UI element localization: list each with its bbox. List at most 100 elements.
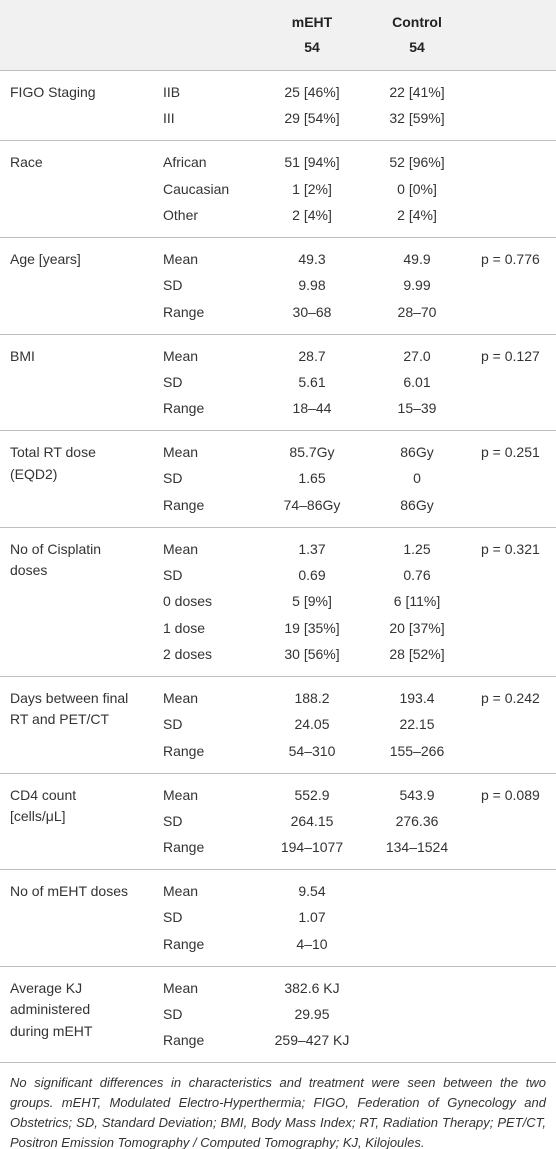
- cell: 27.0: [403, 347, 431, 364]
- group-label: Total RT dose: [10, 444, 96, 461]
- cell: 5.61: [298, 373, 326, 390]
- row-label: SD: [163, 909, 183, 926]
- cell: 85.7Gy: [289, 444, 335, 461]
- row-label: Range: [163, 496, 205, 513]
- column-name: Control: [392, 14, 442, 30]
- row-divider: [0, 965, 556, 967]
- cell: 552.9: [294, 786, 330, 803]
- row-label: SD: [163, 277, 183, 294]
- row-label: Mean: [163, 540, 199, 557]
- row-label: Mean: [163, 979, 199, 996]
- column-n: 54: [409, 39, 425, 55]
- row-label: SD: [163, 1006, 183, 1022]
- cell: 24.05: [294, 716, 330, 733]
- group-label: CD4 count: [10, 786, 77, 803]
- row-label: Range: [163, 1032, 205, 1049]
- row-label: SD: [163, 470, 183, 487]
- cell: 30–68: [292, 303, 332, 320]
- cell: 29 [54%]: [284, 110, 340, 127]
- cell: 2 [4%]: [292, 206, 332, 223]
- cell: 9.98: [298, 277, 326, 294]
- cell: 1.37: [298, 540, 326, 557]
- cell: 4–10: [296, 935, 328, 952]
- cell: 134–1524: [385, 839, 449, 856]
- cell: 86Gy: [400, 444, 434, 461]
- row-label: Range: [163, 303, 205, 320]
- group-label: Average KJ: [10, 979, 83, 996]
- cell: 25 [46%]: [284, 84, 340, 100]
- cell: 6 [11%]: [393, 593, 441, 610]
- group-label: FIGO Staging: [10, 84, 96, 100]
- cell: 0: [413, 470, 421, 487]
- table-header: [0, 0, 556, 70]
- p-value: p = 0.242: [481, 689, 540, 706]
- cell: 49.9: [403, 250, 431, 267]
- cell: 188.2: [294, 689, 330, 706]
- cell: 51 [94%]: [284, 154, 340, 171]
- row-label: Mean: [163, 250, 199, 267]
- row-label: Mean: [163, 786, 199, 803]
- cell: 18–44: [292, 400, 332, 417]
- row-label: SD: [163, 812, 183, 829]
- cell: 194–1077: [280, 839, 344, 856]
- cell: 28–70: [397, 303, 437, 320]
- cell: 155–266: [389, 742, 445, 759]
- row-divider: [0, 675, 556, 677]
- cell: 0.69: [298, 567, 326, 583]
- group-label: (EQD2): [10, 465, 58, 482]
- group-label: RT and PET/CT: [10, 711, 110, 728]
- cell: 276.36: [395, 812, 439, 829]
- row-divider: [0, 869, 556, 871]
- row-label: Mean: [163, 347, 199, 364]
- row-label: Other: [163, 206, 199, 223]
- cell: 28.7: [298, 347, 326, 364]
- cell: 15–39: [397, 400, 437, 417]
- row-label: Range: [163, 742, 205, 759]
- cell: 259–427 KJ: [274, 1032, 350, 1049]
- group-label: administered: [10, 1001, 91, 1018]
- cell: 28 [52%]: [389, 645, 445, 662]
- group-label: doses: [10, 562, 48, 579]
- row-label: Caucasian: [163, 180, 230, 197]
- cell: 19 [35%]: [284, 619, 340, 636]
- cell: 1.65: [298, 470, 326, 487]
- p-value: p = 0.321: [481, 540, 540, 557]
- row-divider: [0, 140, 556, 142]
- cell: 22 [41%]: [389, 84, 445, 100]
- row-divider: [0, 70, 556, 71]
- cell: 0.76: [403, 567, 431, 583]
- row-divider: [0, 236, 556, 238]
- cell: 74–86Gy: [283, 496, 341, 513]
- column-n: 54: [304, 39, 320, 55]
- column-name: mEHT: [291, 14, 333, 30]
- row-label: IIB: [163, 84, 181, 100]
- row-label: 2 doses: [163, 645, 213, 662]
- row-label: Range: [163, 839, 205, 856]
- group-label: Age [years]: [10, 250, 81, 267]
- row-label: Mean: [163, 444, 199, 461]
- row-label: SD: [163, 567, 183, 583]
- group-label: Days between final: [10, 689, 129, 706]
- group-label: [cells/μL]: [10, 808, 66, 824]
- row-divider: [0, 430, 556, 432]
- cell: 5 [9%]: [292, 593, 332, 610]
- row-label: SD: [163, 716, 183, 733]
- cell: 29.95: [294, 1006, 330, 1022]
- row-divider: [0, 333, 556, 335]
- cell: 22.15: [399, 716, 435, 733]
- cell: 9.54: [298, 883, 326, 900]
- cell: 2 [4%]: [397, 206, 437, 223]
- row-label: Range: [163, 935, 205, 952]
- p-value: p = 0.127: [481, 347, 540, 364]
- cell: 30 [56%]: [284, 645, 340, 662]
- cell: 6.01: [403, 373, 431, 390]
- row-label: 1 dose: [163, 619, 206, 636]
- p-value: p = 0.089: [481, 786, 540, 803]
- p-value: p = 0.251: [481, 444, 540, 461]
- group-label: Race: [10, 154, 43, 171]
- group-label: during mEHT: [10, 1022, 93, 1039]
- cell: 52 [96%]: [389, 154, 445, 171]
- group-label: No of Cisplatin: [10, 540, 102, 557]
- cell: 86Gy: [400, 496, 434, 513]
